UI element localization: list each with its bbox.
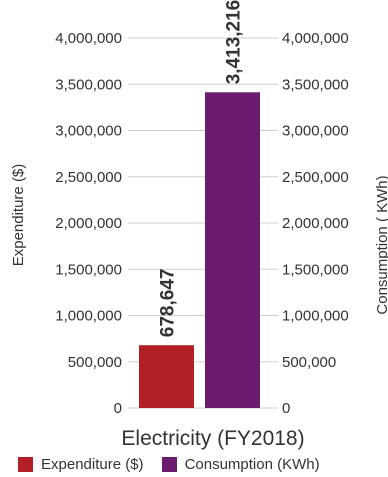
right-tick-label: 500,000 xyxy=(282,354,336,371)
left-axis-title: Expenditure ($) xyxy=(10,164,27,267)
left-axis-ticks: 0 500,000 1,000,000 1,500,000 2,000,000 2,500… xyxy=(55,30,122,417)
data-label-consumption: 3,413,216 xyxy=(224,0,245,84)
right-tick-label: 1,000,000 xyxy=(282,308,349,325)
left-tick-label: 1,000,000 xyxy=(55,308,122,325)
left-tick-label: 2,000,000 xyxy=(55,215,122,232)
data-labels: 678,647 3,413,216 xyxy=(158,0,245,337)
left-tick-label: 500,000 xyxy=(68,354,122,371)
legend-item-consumption: Consumption (KWh) xyxy=(161,456,320,473)
legend-label-expenditure: Expenditure ($) xyxy=(41,456,144,473)
legend-label-consumption: Consumption (KWh) xyxy=(184,456,320,473)
left-tick-label: 3,000,000 xyxy=(55,123,122,140)
legend-swatch-consumption xyxy=(161,457,177,472)
legend-item-expenditure: Expenditure ($) xyxy=(18,456,144,473)
right-axis-ticks: 0 500,000 1,000,000 1,500,000 2,000,000 2,500… xyxy=(282,30,349,417)
left-tick-label: 0 xyxy=(114,400,122,417)
bars xyxy=(139,92,260,408)
right-tick-label: 2,000,000 xyxy=(282,215,349,232)
bar-expenditure xyxy=(139,345,194,408)
bar-consumption xyxy=(205,92,260,408)
right-tick-label: 4,000,000 xyxy=(282,30,349,47)
right-tick-label: 1,500,000 xyxy=(282,261,349,278)
legend: Expenditure ($) Consumption (KWh) xyxy=(18,456,338,473)
right-tick-label: 3,500,000 xyxy=(282,76,349,93)
category-label: Electricity (FY2018) xyxy=(121,427,304,450)
left-tick-label: 2,500,000 xyxy=(55,169,122,186)
left-tick-label: 4,000,000 xyxy=(55,30,122,47)
right-tick-label: 0 xyxy=(282,400,290,417)
legend-swatch-expenditure xyxy=(18,457,33,472)
left-tick-label: 3,500,000 xyxy=(55,76,122,93)
left-tick-label: 1,500,000 xyxy=(55,261,122,278)
right-tick-label: 2,500,000 xyxy=(282,169,349,186)
right-tick-label: 3,000,000 xyxy=(282,123,349,140)
data-label-expenditure: 678,647 xyxy=(158,269,179,338)
right-axis-title: Consumption ( KWh) xyxy=(374,175,388,314)
